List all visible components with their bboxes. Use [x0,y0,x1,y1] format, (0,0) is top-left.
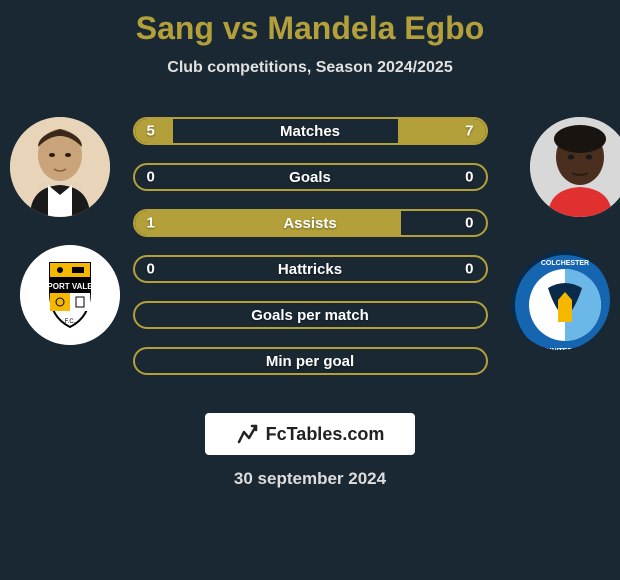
player-left-avatar [10,117,110,217]
date-text: 30 september 2024 [0,469,620,489]
stat-value-right: 0 [465,169,473,186]
stat-label: Hattricks [278,261,342,278]
svg-text:PORT VALE: PORT VALE [47,282,93,291]
stat-row: 1 0 Assists [133,209,488,237]
stat-value-left: 0 [147,169,155,186]
brand-badge: FcTables.com [205,413,415,455]
svg-text:COLCHESTER: COLCHESTER [541,260,589,267]
stat-fill-left [135,211,402,235]
stat-value-left: 5 [147,123,155,140]
stat-value-left: 0 [147,261,155,278]
stat-row: Goals per match [133,301,488,329]
stat-value-left: 1 [147,215,155,232]
stat-value-right: 0 [465,215,473,232]
brand-icon [236,422,260,446]
stat-label: Goals per match [251,307,369,324]
club-right-badge: COLCHESTER UNITED FC [510,250,610,350]
stat-row: 5 7 Matches [133,117,488,145]
stat-row: 0 0 Goals [133,163,488,191]
brand-text: FcTables.com [266,424,385,445]
club-left-badge: PORT VALE F.C. [20,245,120,345]
stat-value-right: 0 [465,261,473,278]
stat-label: Assists [283,215,336,232]
stat-row: Min per goal [133,347,488,375]
svg-text:F.C.: F.C. [65,319,76,325]
stat-label: Min per goal [266,353,354,370]
stats-list: 5 7 Matches 0 0 Goals 1 0 Assists 0 0 Hattricks Goal… [133,105,488,375]
stat-value-right: 7 [465,123,473,140]
svg-text:UNITED FC: UNITED FC [546,348,583,350]
page-title: Sang vs Mandela Egbo [0,0,620,47]
stat-label: Goals [289,169,331,186]
stat-row: 0 0 Hattricks [133,255,488,283]
comparison-area: PORT VALE F.C. COLCHESTER UNITED FC 5 7 Ma… [0,105,620,405]
stat-label: Matches [280,123,340,140]
subtitle: Club competitions, Season 2024/2025 [0,59,620,77]
player-right-avatar [530,117,620,217]
